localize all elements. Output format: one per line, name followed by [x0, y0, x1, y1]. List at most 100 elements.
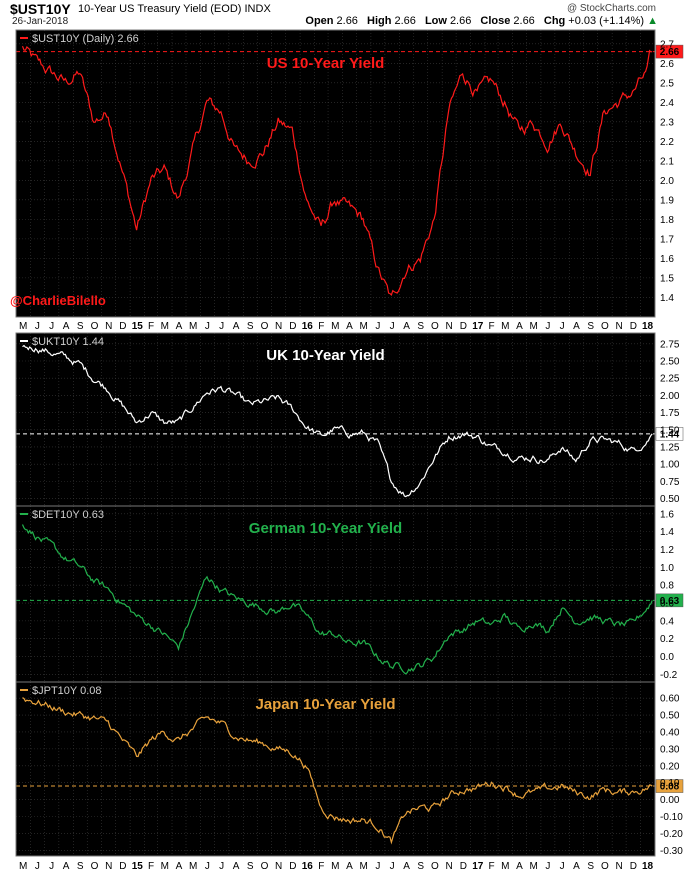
- close-value: 2.66: [513, 15, 535, 27]
- panel-background: [16, 30, 655, 317]
- x-tick-label: A: [176, 861, 183, 872]
- x-tick-label: S: [247, 321, 254, 332]
- chart-header: $UST10Y 10-Year US Treasury Yield (EOD) …: [0, 0, 700, 28]
- y-tick-label: 1.50: [660, 425, 680, 436]
- x-tick-label: A: [63, 321, 70, 332]
- x-tick-label: S: [77, 321, 84, 332]
- x-tick-label: M: [161, 321, 169, 332]
- series-line: [22, 344, 653, 498]
- x-tick-label: J: [35, 321, 40, 332]
- y-tick-label: 0.8: [660, 581, 674, 592]
- x-tick-label: F: [318, 321, 324, 332]
- x-tick-label: 16: [302, 861, 314, 872]
- y-tick-label: 2.25: [660, 374, 680, 385]
- x-tick-label: 18: [642, 861, 654, 872]
- x-tick-label: M: [19, 861, 27, 872]
- up-arrow-icon: ▲: [647, 15, 658, 27]
- y-tick-label: 0.20: [660, 761, 680, 772]
- description-text: 10-Year US Treasury Yield (EOD): [78, 3, 242, 15]
- x-tick-label: M: [331, 321, 339, 332]
- panel-3: [15, 505, 684, 683]
- y-tick-label: -0.20: [660, 829, 683, 840]
- x-tick-label: A: [63, 861, 70, 872]
- y-tick-label: 2.3: [660, 117, 674, 128]
- x-tick-label: N: [275, 861, 282, 872]
- series-line: [21, 524, 653, 675]
- x-tick-label: O: [261, 861, 269, 872]
- open-label: Open: [305, 15, 334, 27]
- x-tick-label: J: [205, 861, 210, 872]
- y-tick-label: 1.9: [660, 195, 674, 206]
- symbol-description: 10-Year US Treasury Yield (EOD) INDX: [78, 3, 271, 15]
- x-tick-label: 17: [472, 321, 484, 332]
- x-tick-label: A: [233, 861, 240, 872]
- x-tick-label: J: [35, 861, 40, 872]
- x-tick-label: J: [49, 321, 54, 332]
- x-tick-label: F: [148, 321, 154, 332]
- panel-4: [15, 681, 684, 857]
- series-line: [21, 45, 653, 296]
- x-tick-label: J: [560, 861, 565, 872]
- y-tick-label: 0.2: [660, 634, 674, 645]
- author-handle: @CharlieBilello: [10, 293, 106, 308]
- panel-title: US 10-Year Yield: [267, 55, 385, 72]
- y-tick-label: 2.2: [660, 137, 674, 148]
- last-value-badge: [655, 44, 684, 59]
- low-value: 2.66: [449, 15, 472, 27]
- x-tick-label: D: [119, 321, 126, 332]
- panel-border: [15, 681, 656, 857]
- y-tick-label: 2.4: [660, 98, 674, 109]
- x-tick-label: D: [630, 861, 637, 872]
- y-tick-label: 2.00: [660, 391, 680, 402]
- x-tick-label: S: [417, 321, 424, 332]
- panel-2: [15, 332, 684, 507]
- x-tick-label: S: [587, 321, 594, 332]
- y-tick-label: 0.30: [660, 744, 680, 755]
- y-tick-label: 0.75: [660, 477, 680, 488]
- panel-background: [16, 506, 655, 682]
- y-tick-label: -0.2: [660, 670, 678, 681]
- x-tick-label: O: [91, 321, 99, 332]
- panel-title: UK 10-Year Yield: [266, 347, 384, 364]
- y-tick-label: 1.25: [660, 442, 680, 453]
- x-tick-label: O: [431, 321, 439, 332]
- y-tick-label: 0.10: [660, 778, 680, 789]
- x-tick-label: 18: [642, 321, 654, 332]
- x-tick-label: N: [446, 321, 453, 332]
- last-value-badge: [655, 779, 684, 793]
- high-label: High: [367, 15, 392, 27]
- x-tick-label: 15: [132, 321, 144, 332]
- x-tick-label: J: [375, 861, 380, 872]
- ohlc-readout: Open 2.66 High 2.66 Low 2.66 Close 2.66 Chg +…: [299, 15, 658, 27]
- x-tick-label: D: [630, 321, 637, 332]
- y-tick-label: -0.10: [660, 812, 683, 823]
- y-tick-label: 2.7: [660, 39, 674, 50]
- x-tick-label: A: [403, 321, 410, 332]
- y-tick-label: 1.75: [660, 408, 680, 419]
- y-tick-label: -0.30: [660, 846, 683, 857]
- x-tick-label: D: [460, 861, 467, 872]
- x-tick-label: 17: [472, 861, 484, 872]
- last-value-label: 2.66: [660, 47, 680, 58]
- x-tick-label: J: [219, 861, 224, 872]
- last-value-label: 0.63: [660, 596, 680, 607]
- y-tick-label: 2.50: [660, 357, 680, 368]
- x-tick-label: M: [530, 321, 538, 332]
- x-tick-label: M: [360, 321, 368, 332]
- x-tick-label: A: [516, 861, 523, 872]
- x-tick-label: A: [573, 861, 580, 872]
- legend-label: $UKT10Y 1.44: [32, 336, 104, 348]
- y-tick-label: 0.50: [660, 711, 680, 722]
- x-tick-label: J: [560, 321, 565, 332]
- panel-title: German 10-Year Yield: [249, 520, 402, 537]
- last-value-label: 0.08: [660, 782, 680, 793]
- x-tick-label: S: [587, 861, 594, 872]
- x-tick-label: S: [247, 861, 254, 872]
- y-tick-label: 0.60: [660, 694, 680, 705]
- y-tick-label: 2.75: [660, 339, 680, 350]
- y-tick-label: 1.5: [660, 273, 674, 284]
- y-tick-label: 2.0: [660, 176, 674, 187]
- x-tick-label: A: [233, 321, 240, 332]
- x-tick-label: J: [219, 321, 224, 332]
